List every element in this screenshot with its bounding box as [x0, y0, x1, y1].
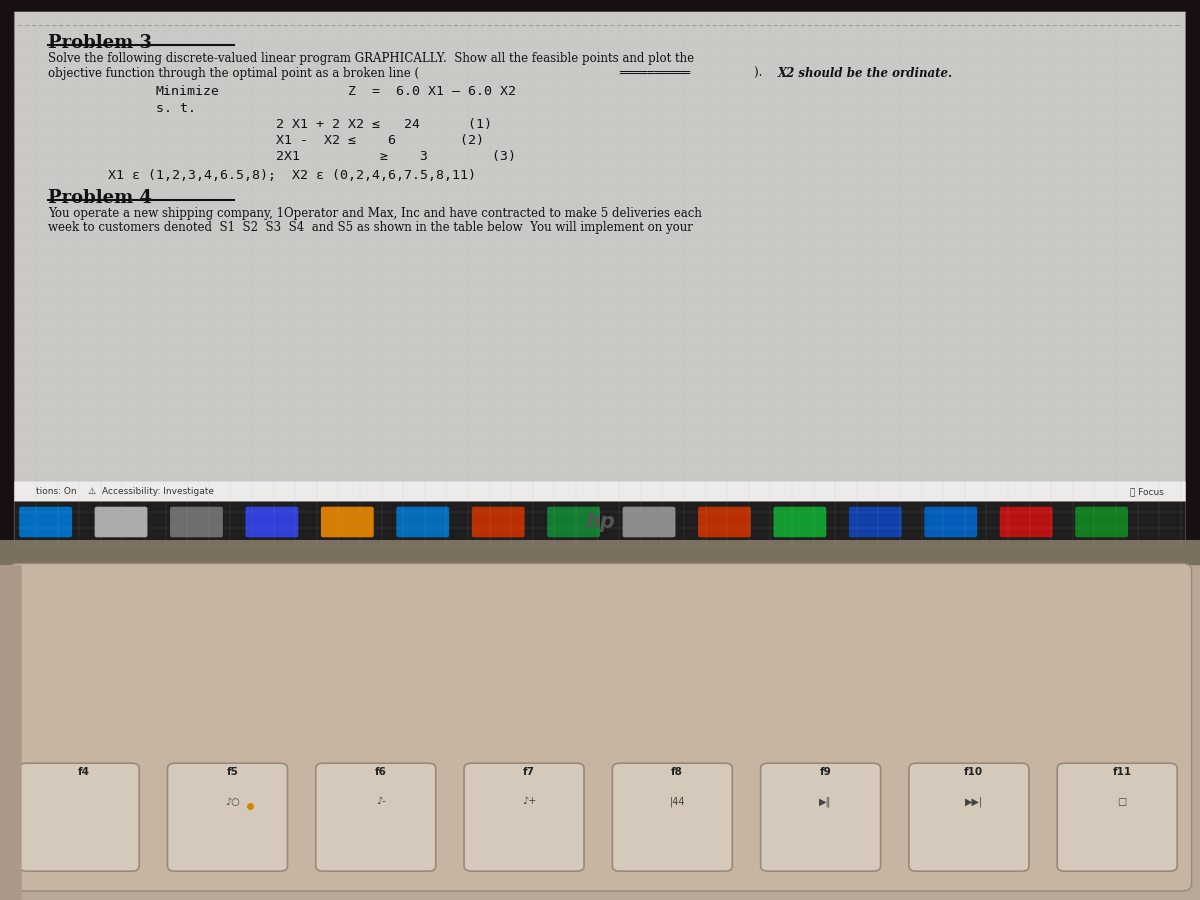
FancyBboxPatch shape — [908, 763, 1028, 871]
Text: ▶‖: ▶‖ — [820, 796, 832, 807]
Text: X2 should be the ordinate.: X2 should be the ordinate. — [778, 67, 953, 79]
FancyBboxPatch shape — [396, 507, 449, 537]
FancyBboxPatch shape — [95, 507, 148, 537]
Text: ♪+: ♪+ — [522, 796, 536, 806]
FancyBboxPatch shape — [316, 763, 436, 871]
Text: hp: hp — [586, 512, 614, 532]
Text: Minimize: Minimize — [156, 85, 220, 97]
FancyBboxPatch shape — [472, 507, 524, 537]
FancyBboxPatch shape — [168, 763, 288, 871]
Text: Problem 4: Problem 4 — [48, 189, 152, 207]
Text: f8: f8 — [671, 767, 683, 777]
FancyBboxPatch shape — [761, 763, 881, 871]
Text: You operate a new shipping company, 1Operator and Max, Inc and have contracted t: You operate a new shipping company, 1Ope… — [48, 207, 702, 220]
Text: week to customers denoted  S1  S2  S3  S4  and S5 as shown in the table below  Y: week to customers denoted S1 S2 S3 S4 an… — [48, 221, 692, 234]
Text: Solve the following discrete-valued linear program GRAPHICALLY.  Show all the fe: Solve the following discrete-valued line… — [48, 52, 694, 65]
FancyBboxPatch shape — [19, 507, 72, 537]
FancyBboxPatch shape — [1057, 763, 1177, 871]
FancyBboxPatch shape — [8, 563, 1192, 891]
Text: f4: f4 — [78, 767, 90, 777]
FancyBboxPatch shape — [924, 507, 977, 537]
Text: f6: f6 — [374, 767, 386, 777]
Text: Z  =  6.0 X1 – 6.0 X2: Z = 6.0 X1 – 6.0 X2 — [348, 85, 516, 97]
FancyBboxPatch shape — [0, 0, 1200, 562]
FancyBboxPatch shape — [1000, 507, 1052, 537]
FancyBboxPatch shape — [623, 507, 676, 537]
Text: ).: ). — [754, 67, 769, 79]
FancyBboxPatch shape — [848, 507, 901, 537]
Text: ♪○: ♪○ — [224, 796, 240, 806]
FancyBboxPatch shape — [774, 507, 827, 537]
Text: objective function through the optimal point as a broken line (: objective function through the optimal p… — [48, 67, 419, 79]
Text: Problem 3: Problem 3 — [48, 34, 152, 52]
FancyBboxPatch shape — [14, 12, 1186, 544]
Text: s. t.: s. t. — [156, 102, 196, 114]
FancyBboxPatch shape — [1075, 507, 1128, 537]
FancyBboxPatch shape — [170, 507, 223, 537]
FancyBboxPatch shape — [547, 507, 600, 537]
FancyBboxPatch shape — [14, 482, 1186, 501]
Text: 2X1          ≥    3        (3): 2X1 ≥ 3 (3) — [276, 150, 516, 163]
Text: f5: f5 — [227, 767, 239, 777]
Text: f10: f10 — [964, 767, 983, 777]
Text: f11: f11 — [1112, 767, 1132, 777]
FancyBboxPatch shape — [0, 540, 1200, 565]
Text: f9: f9 — [820, 767, 832, 777]
FancyBboxPatch shape — [320, 507, 373, 537]
Text: ♪-: ♪- — [376, 796, 385, 806]
Text: f7: f7 — [523, 767, 535, 777]
Text: X1 -  X2 ≤    6        (2): X1 - X2 ≤ 6 (2) — [276, 134, 484, 147]
Text: 2 X1 + 2 X2 ≤   24      (1): 2 X1 + 2 X2 ≤ 24 (1) — [276, 118, 492, 130]
Text: □: □ — [1117, 796, 1127, 806]
FancyBboxPatch shape — [0, 565, 22, 900]
FancyBboxPatch shape — [464, 763, 584, 871]
FancyBboxPatch shape — [14, 501, 1186, 544]
Text: X1 ε (1,2,3,4,6.5,8);  X2 ε (0,2,4,6,7.5,8,11): X1 ε (1,2,3,4,6.5,8); X2 ε (0,2,4,6,7.5,… — [108, 169, 476, 182]
FancyBboxPatch shape — [612, 763, 732, 871]
Text: ══════════: ══════════ — [619, 67, 690, 79]
FancyBboxPatch shape — [698, 507, 751, 537]
Text: tions: On    ⚠  Accessibility: Investigate: tions: On ⚠ Accessibility: Investigate — [36, 487, 214, 496]
FancyBboxPatch shape — [19, 763, 139, 871]
Text: ▶▶|: ▶▶| — [965, 796, 983, 807]
Text: ⎘ Focus: ⎘ Focus — [1130, 487, 1164, 496]
FancyBboxPatch shape — [246, 507, 299, 537]
Text: |44: |44 — [670, 796, 685, 807]
